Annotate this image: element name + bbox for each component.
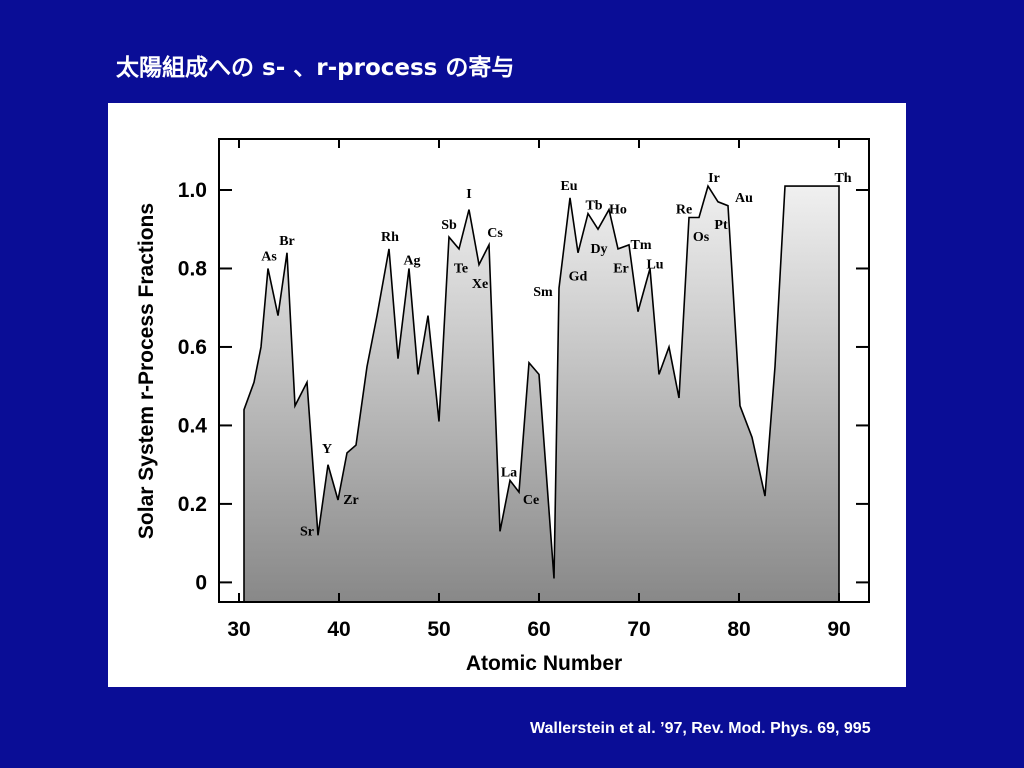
element-label-tm: Tm: [631, 238, 652, 253]
x-tick-label: 50: [427, 618, 450, 641]
element-label-eu: Eu: [560, 179, 577, 194]
element-label-dy: Dy: [590, 242, 607, 257]
element-label-as: As: [261, 250, 277, 265]
element-label-pt: Pt: [714, 218, 728, 233]
element-label-gd: Gd: [569, 269, 588, 284]
y-tick-label: 0: [195, 571, 207, 594]
x-tick-label: 90: [827, 618, 850, 641]
element-label-er: Er: [613, 261, 629, 276]
element-label-te: Te: [454, 261, 468, 276]
y-tick-label: 0.8: [178, 257, 208, 280]
plot-frame: [218, 138, 870, 603]
element-label-y: Y: [322, 442, 332, 457]
y-tick-label: 0.4: [178, 414, 208, 437]
element-label-th: Th: [834, 171, 851, 186]
x-tick-label: 40: [327, 618, 350, 641]
y-tick-label: 0.6: [178, 336, 207, 359]
element-label-ir: Ir: [708, 171, 720, 186]
element-label-re: Re: [676, 203, 692, 218]
element-label-sb: Sb: [441, 218, 457, 233]
citation: Wallerstein et al. ’97, Rev. Mod. Phys. …: [530, 720, 871, 737]
element-label-tb: Tb: [585, 199, 602, 214]
element-label-sm: Sm: [533, 285, 553, 300]
element-label-rh: Rh: [381, 230, 399, 245]
x-tick-label: 30: [227, 618, 250, 641]
element-label-zr: Zr: [343, 493, 359, 508]
area-series-0: [243, 184, 840, 602]
element-label-br: Br: [279, 234, 295, 249]
y-axis-label: Solar System r-Process Fractions: [135, 203, 158, 539]
x-tick-label: 80: [727, 618, 750, 641]
element-label-au: Au: [735, 191, 753, 206]
element-label-xe: Xe: [472, 277, 488, 292]
chart-panel: 30 40 50 60 70 80 90 0 0.2 0.4 0.6 0.8 1.0 As Br Sr Y Zr…: [108, 103, 906, 687]
element-label-lu: Lu: [646, 257, 663, 272]
y-tick-label: 1.0: [178, 179, 207, 202]
y-tick-label: 0.2: [178, 493, 207, 516]
element-label-cs: Cs: [487, 226, 503, 241]
element-label-sr: Sr: [300, 524, 314, 539]
slide-title: 太陽組成への s- 、r-process の寄与: [116, 55, 515, 81]
element-label-i: I: [466, 187, 471, 202]
element-label-la: La: [501, 465, 517, 480]
x-tick-label: 70: [627, 618, 650, 641]
x-axis-label: Atomic Number: [466, 652, 622, 675]
element-label-ce: Ce: [523, 493, 539, 508]
x-tick-label: 60: [527, 618, 550, 641]
element-label-os: Os: [693, 230, 710, 245]
element-label-ho: Ho: [609, 203, 627, 218]
element-label-ag: Ag: [403, 254, 420, 269]
